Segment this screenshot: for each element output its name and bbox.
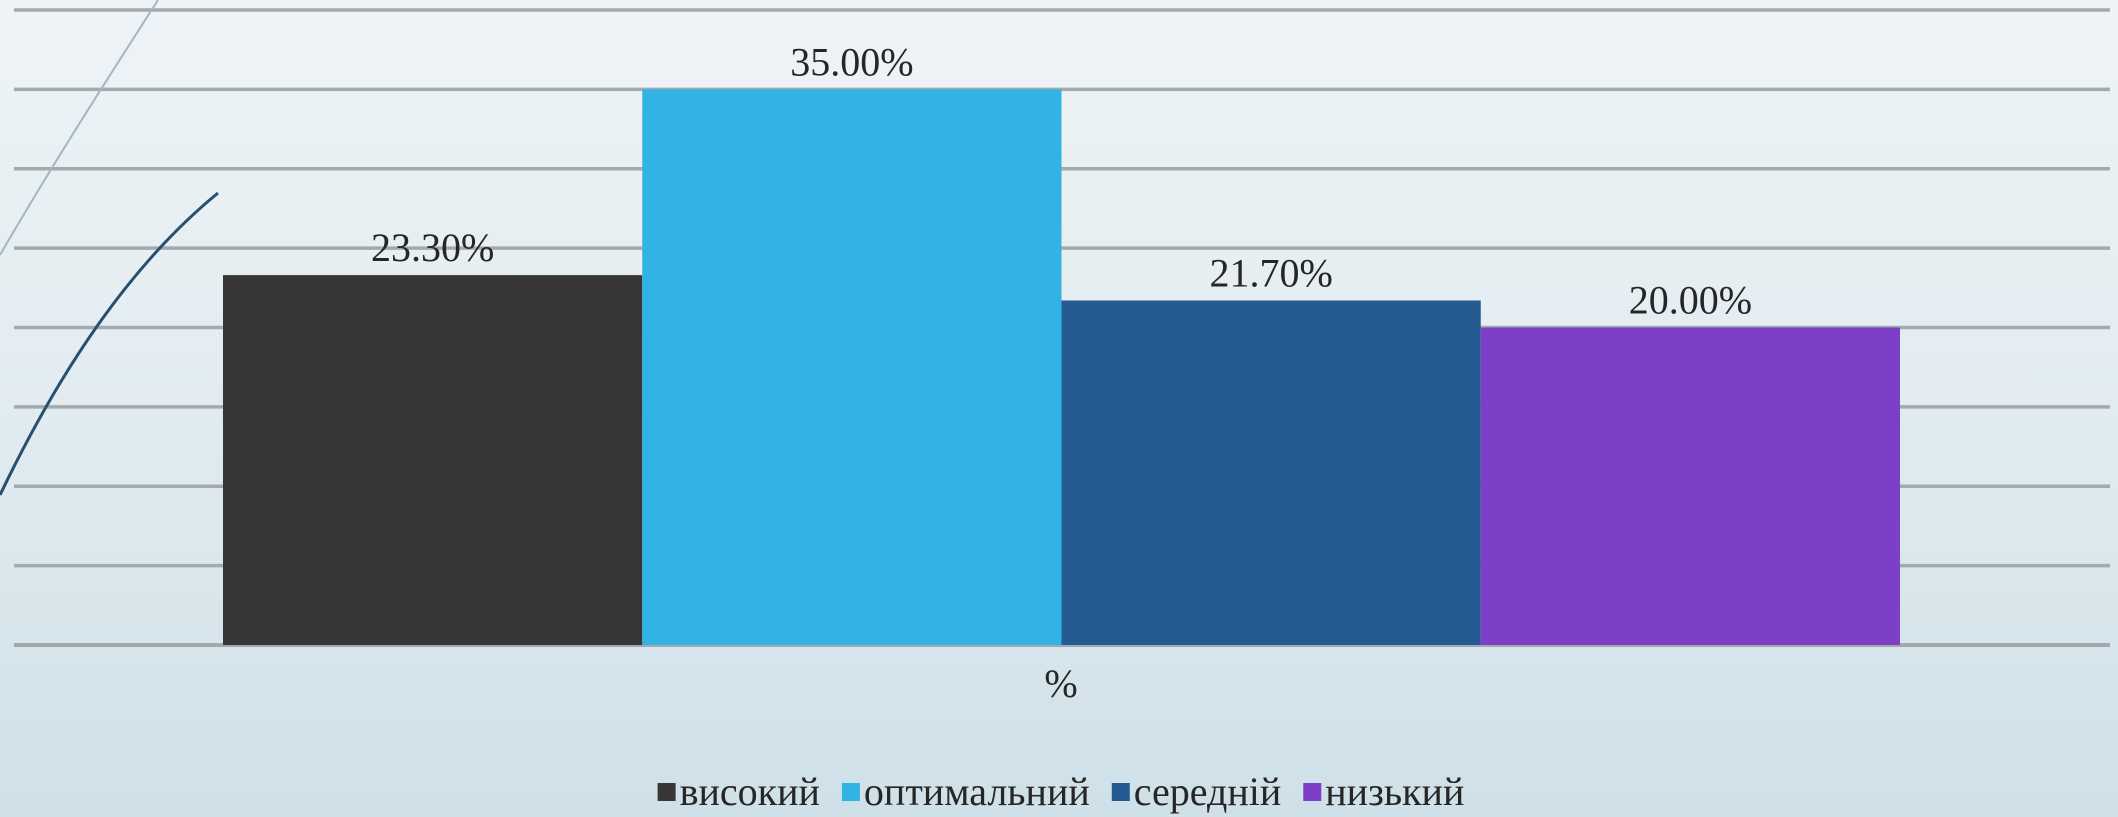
data-labels: 23.30% 35.00% 21.70% 20.00% <box>371 39 1752 322</box>
decorative-curves <box>0 0 219 496</box>
bar-2 <box>642 89 1062 645</box>
bar-4 <box>1480 327 1900 645</box>
data-label-4: 20.00% <box>1629 278 1752 323</box>
legend-swatch <box>841 783 860 801</box>
data-label-2: 35.00% <box>790 39 913 84</box>
legend-swatch <box>657 783 676 801</box>
decorative-curve-light <box>0 0 159 256</box>
legend-label: низький <box>1325 769 1464 814</box>
legend-label: середній <box>1134 769 1282 814</box>
legend-label: оптимальний <box>864 769 1090 814</box>
x-axis-label: % <box>1044 661 1077 706</box>
bars <box>223 89 1900 645</box>
legend-label: високий <box>680 769 820 814</box>
legend-item-1: високий <box>657 769 820 814</box>
data-label-1: 23.30% <box>371 225 494 270</box>
legend-item-2: оптимальний <box>841 769 1090 814</box>
legend-item-4: низький <box>1303 769 1464 814</box>
bar-1 <box>223 275 643 645</box>
legend-item-3: середній <box>1111 769 1282 814</box>
legend-swatch <box>1111 783 1130 801</box>
data-label-3: 21.70% <box>1209 251 1332 296</box>
legend-swatch <box>1303 783 1322 801</box>
legend: високий оптимальний середній низький <box>657 769 1464 814</box>
bar-3 <box>1061 300 1481 645</box>
decorative-curve-dark <box>0 191 219 496</box>
